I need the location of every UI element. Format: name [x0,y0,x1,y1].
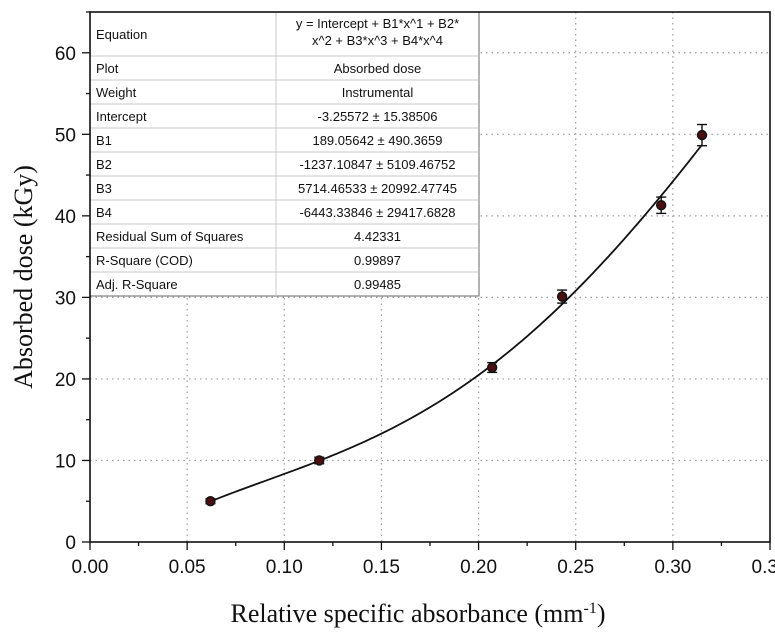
fit-table-label: B2 [96,157,112,172]
y-tick-label: 30 [55,288,76,309]
x-tick-label: 0.15 [363,557,400,578]
y-tick-label: 50 [55,125,76,146]
x-tick-label: 0.30 [654,557,691,578]
y-axis-title: Absorbed dose (kGy) [9,165,38,389]
fit-table-value: 0.99485 [354,277,401,292]
x-tick-label: 0.20 [460,557,497,578]
fit-table-value: 4.42331 [354,229,401,244]
fit-table-value: 5714.46533 ± 20992.47745 [298,181,457,196]
fit-table-row: Residual Sum of Squares 4.42331 [90,223,479,244]
fit-table-row: Adj. R-Square 0.99485 [90,271,479,292]
data-point-marker [314,455,325,466]
data-point-marker [656,200,667,211]
data-point [314,455,325,466]
y-tick-label: 10 [55,451,76,472]
fit-table-label: Intercept [96,109,147,124]
fit-table-row: B1 189.05642 ± 490.3659 [90,127,479,148]
x-tick-label: 0.25 [557,557,594,578]
data-point-marker [486,362,498,373]
data-point [486,361,498,374]
fit-table-label: Plot [96,61,119,76]
fit-table-label: B4 [96,205,112,220]
fit-table-value: Instrumental [342,85,414,100]
fit-table-value: -3.25572 ± 15.38506 [318,109,438,124]
y-tick-label: 60 [55,44,76,65]
fit-table-label: Equation [96,27,147,42]
data-point [205,496,216,507]
fit-table-label: Weight [96,85,137,100]
y-tick-label: 40 [55,207,76,228]
fit-table-label: B1 [96,133,112,148]
fit-table-row: B2 -1237.10847 ± 5109.46752 [90,151,479,172]
fit-table-value: Absorbed dose [334,61,421,76]
fit-table-label: Residual Sum of Squares [96,229,244,244]
fit-table-value: -1237.10847 ± 5109.46752 [299,157,455,172]
fit-table-label: B3 [96,181,112,196]
data-point [556,289,568,304]
y-tick-label: 0 [65,533,76,554]
x-tick-label: 0.05 [169,557,206,578]
data-point-marker [696,129,708,141]
fit-table-row: Plot Absorbed dose [90,55,479,76]
fit-table-label: Adj. R-Square [96,277,178,292]
fit-table-value: y = Intercept + B1*x^1 + B2* [296,16,459,31]
fit-table-row: Intercept -3.25572 ± 15.38506 [90,103,479,124]
polynomial-fit-curve [210,144,703,503]
fit-parameters-table: Equation y = Intercept + B1*x^1 + B2* x^2 … [89,11,480,297]
fit-table-value: x^2 + B3*x^3 + B4*x^4 [312,33,443,48]
data-point-marker [556,291,568,302]
x-tick-label: 0.00 [72,557,109,578]
x-tick-label: 0.10 [266,557,303,578]
fit-table-row: B3 5714.46533 ± 20992.47745 [90,175,479,196]
x-tick-label: 0.35 [752,557,775,578]
fit-table-row: Equation y = Intercept + B1*x^1 + B2* x^2 … [96,16,459,48]
y-tick-label: 20 [55,370,76,391]
data-points-layer [205,123,708,507]
fit-table-label: R-Square (COD) [96,253,193,268]
fit-table-value: 0.99897 [354,253,401,268]
fit-table-value: 189.05642 ± 490.3659 [312,133,442,148]
fit-table-row: Weight Instrumental [90,79,479,100]
fit-table-row: R-Square (COD) 0.99897 [90,247,479,268]
data-point [656,196,667,215]
x-axis-title: Relative specific absorbance (mm-1) [230,599,605,628]
axis-ticks: 0.00 0.05 0.10 0.15 0.20 0.25 0.30 0.35 0 10 20 30 4… [55,11,775,578]
fit-table-value: -6443.33846 ± 29417.6828 [299,205,455,220]
data-point-marker [205,496,216,507]
fit-table-row: B4 -6443.33846 ± 29417.6828 [90,199,479,220]
data-point [696,123,708,147]
fit-curve-layer [210,144,703,503]
